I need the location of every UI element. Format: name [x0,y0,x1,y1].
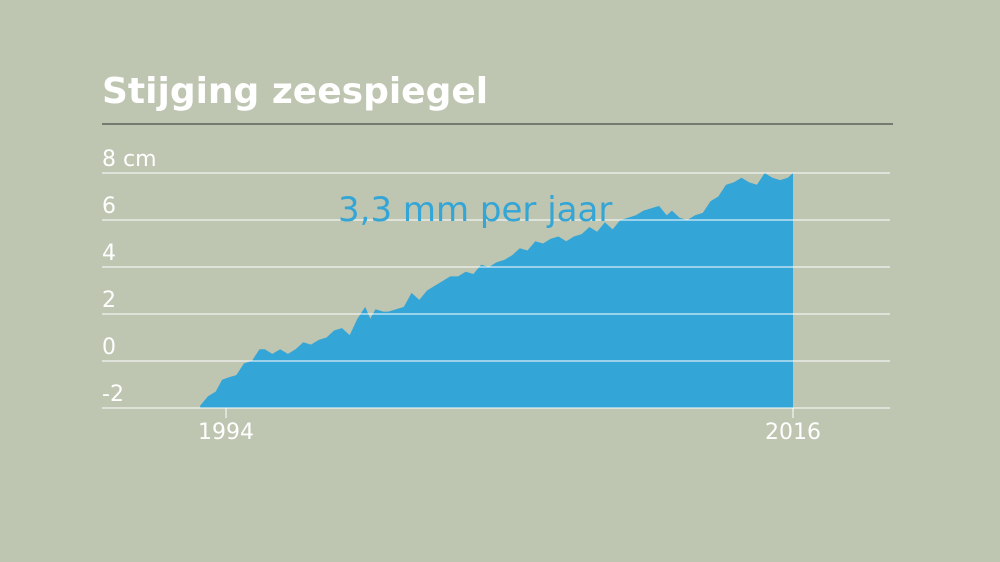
x-tick-label: 1994 [198,420,254,445]
y-tick-label: 2 [102,288,116,313]
y-tick-label: 4 [102,241,116,266]
y-axis-ticks: 8 cm 6 4 2 0 -2 [102,147,157,407]
area-layer [200,173,793,408]
x-axis-ticks: 1994 2016 [198,408,821,445]
y-tick-label: 6 [102,194,116,219]
y-tick-label: 0 [102,335,116,360]
y-tick-label: -2 [102,382,124,407]
chart-title: Stijging zeespiegel [102,71,488,112]
y-tick-label: 8 cm [102,147,157,172]
gridlines [102,172,890,409]
sea-level-area [200,173,793,408]
x-tick-label: 2016 [765,420,821,445]
trend-annotation: 3,3 mm per jaar [338,190,612,230]
